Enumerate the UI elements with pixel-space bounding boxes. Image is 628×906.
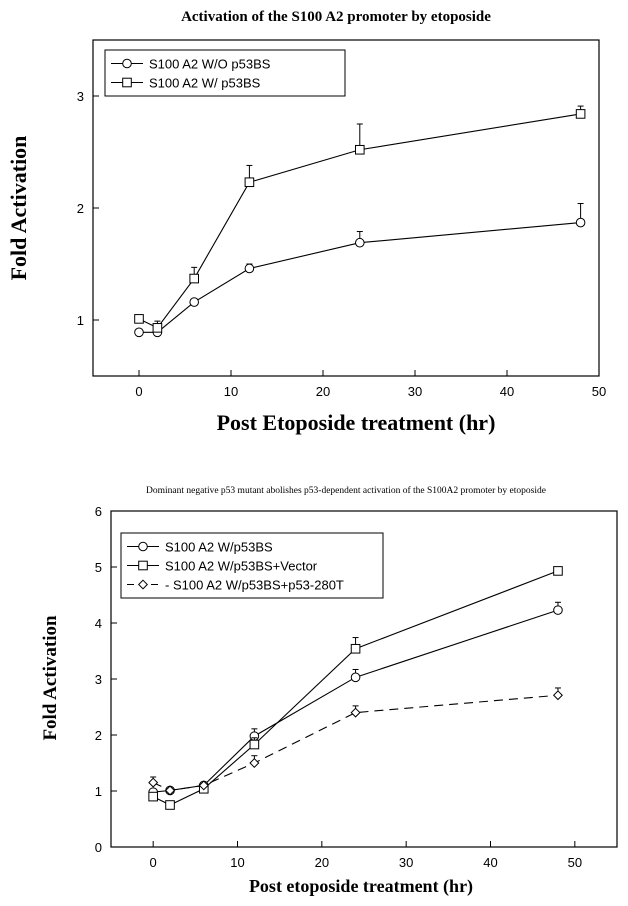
series-diamond [148,687,563,796]
data-point [152,323,163,333]
legend-marker [122,77,132,88]
y-tick-label: 5 [95,560,102,575]
legend-marker [137,579,149,590]
chart-1-x-axis-label: Post Etoposide treatment (hr) [217,410,496,435]
y-tick-label: 6 [95,504,102,519]
legend-box [120,532,384,599]
legend-label: S100 A2 W/ p53BS [149,76,261,91]
series-circle [134,203,586,338]
chart-1-series-layer [134,105,586,338]
chart-2-axes: 0 10 20 30 40 50 0 1 2 3 4 5 6 [95,504,582,870]
data-point [575,109,586,119]
chart-1-axes: 0 10 20 30 40 50 1 2 3 [77,89,606,399]
data-point [249,757,260,769]
legend-label: S100 A2 W/p53BS+Vector [165,559,318,574]
data-point [165,785,176,796]
data-point [189,297,199,307]
data-point [134,327,144,338]
data-point [355,144,365,155]
data-point [350,672,361,683]
x-tick-label: 20 [315,855,329,870]
data-point [134,314,144,324]
chart-2-y-axis-label: Fold Activation [40,615,61,741]
series-square [134,105,586,333]
data-point [553,566,563,576]
series-circle [148,601,563,797]
x-tick-label: 10 [230,855,244,870]
x-tick-label: 30 [408,384,422,399]
data-point [553,605,563,615]
x-tick-label: 40 [483,855,497,870]
data-point [244,177,255,188]
x-tick-label: 40 [500,384,514,399]
data-point [249,739,260,750]
x-tick-label: 30 [399,855,413,870]
legend-box [104,49,346,97]
data-point [355,237,365,248]
series-square [148,566,563,810]
x-tick-label: 0 [150,855,157,870]
data-point [148,777,159,788]
chart-1-y-axis-label: Fold Activation [6,136,31,281]
data-point [350,643,361,654]
legend-label: S100 A2 W/O p53BS [149,57,271,72]
legend-label: - S100 A2 W/p53BS+p53-280T [165,578,344,593]
legend-marker [138,560,148,571]
data-point [189,273,199,284]
y-tick-label: 1 [77,313,84,328]
legend-label: S100 A2 W/p53BS [165,540,273,555]
data-point [350,707,361,718]
chart-2-series-layer [148,566,563,810]
x-tick-label: 50 [592,384,606,399]
y-tick-label: 0 [95,840,102,855]
chart-1-legend: S100 A2 W/O p53BS S100 A2 W/ p53BS [104,49,346,97]
data-point [198,780,209,791]
legend-marker [122,58,132,69]
y-tick-label: 1 [95,784,102,799]
chart-2-legend: S100 A2 W/p53BS S100 A2 W/p53BS+Vector - S… [120,532,384,599]
y-tick-label: 2 [77,201,84,216]
chart-1-title: Activation of the S100 A2 promoter by et… [181,9,491,25]
data-point [165,800,175,810]
data-point [552,690,563,701]
x-tick-label: 50 [568,855,582,870]
data-point [244,263,255,274]
x-tick-label: 20 [316,384,330,399]
series-line [152,570,559,806]
x-tick-label: 10 [224,384,238,399]
y-tick-label: 3 [95,672,102,687]
x-tick-label: 0 [135,384,142,399]
data-point [148,791,158,802]
chart-2-x-axis-label: Post etoposide treatment (hr) [249,876,473,897]
data-point [575,217,586,228]
chart-2: Dominant negative p53 mutant abolishes p… [40,485,618,897]
y-tick-label: 4 [95,616,102,631]
y-tick-label: 3 [77,89,84,104]
legend-marker [138,541,148,552]
chart-2-title: Dominant negative p53 mutant abolishes p… [146,485,546,496]
y-tick-label: 2 [95,728,102,743]
chart-1: Activation of the S100 A2 promoter by et… [6,9,606,435]
